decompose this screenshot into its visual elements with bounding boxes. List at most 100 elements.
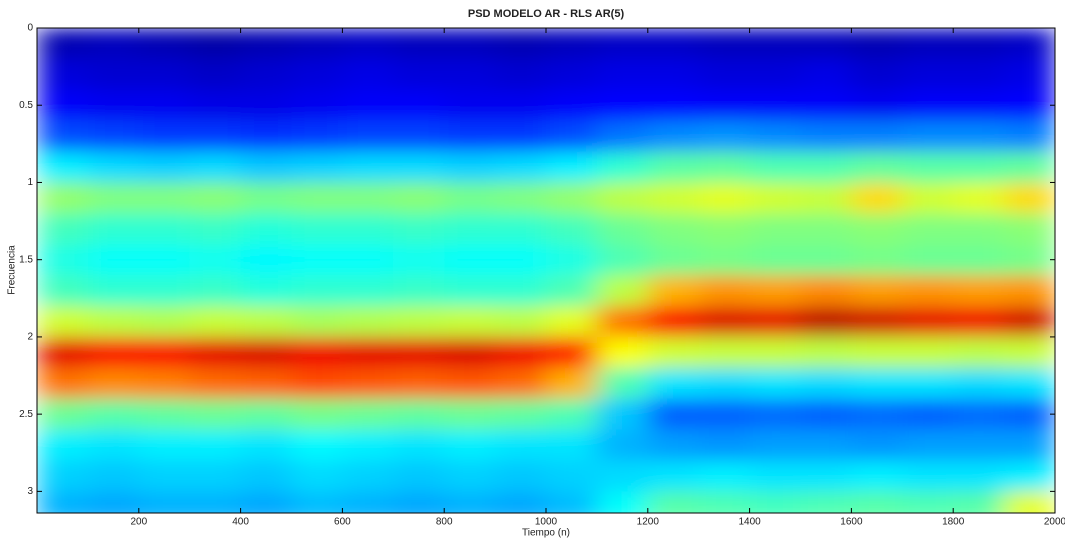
heatmap-cell xyxy=(698,58,751,91)
heatmap-cell xyxy=(546,28,598,60)
heatmap-cell xyxy=(902,151,954,183)
heatmap-cell xyxy=(189,306,242,338)
heatmap-cell xyxy=(1004,336,1055,369)
heatmap-cell xyxy=(87,336,140,369)
heatmap-cell xyxy=(87,491,140,513)
heatmap-cell xyxy=(800,398,852,431)
heatmap-cell xyxy=(698,429,751,461)
heatmap-cell xyxy=(1004,89,1055,122)
heatmap-cell xyxy=(189,460,242,492)
heatmap-cell xyxy=(800,491,852,513)
heatmap-cell xyxy=(546,367,598,400)
heatmap-cell xyxy=(87,89,140,122)
heatmap-cell xyxy=(596,429,649,461)
heatmap-cell xyxy=(138,398,191,431)
heatmap-cell xyxy=(800,151,852,183)
heatmap-cell xyxy=(902,336,954,369)
heatmap-cell xyxy=(495,429,547,461)
heatmap-cell xyxy=(851,151,903,183)
heatmap-cell xyxy=(698,336,751,369)
heatmap-cell xyxy=(596,460,649,492)
heatmap-cell xyxy=(749,491,801,513)
heatmap-cell xyxy=(393,244,445,276)
heatmap-cell xyxy=(1004,182,1055,214)
heatmap-cell xyxy=(647,398,700,431)
heatmap-cell xyxy=(138,244,191,276)
heatmap-cell xyxy=(138,275,191,307)
heatmap-cell xyxy=(189,89,242,122)
heatmap-cell xyxy=(800,58,852,91)
heatmap-cell xyxy=(189,275,242,307)
heatmap-cell xyxy=(291,120,343,153)
heatmap-cell xyxy=(546,275,598,307)
heatmap-cell xyxy=(698,151,751,183)
heatmap-cell xyxy=(189,398,242,431)
heatmap-cell xyxy=(851,28,903,60)
heatmap-cell xyxy=(87,58,140,91)
heatmap-cell xyxy=(1004,398,1055,431)
heatmap-cell xyxy=(342,275,394,307)
heatmap-cell xyxy=(800,336,852,369)
heatmap-cell xyxy=(240,429,292,461)
heatmap-cell xyxy=(37,244,89,276)
heatmap-cell xyxy=(444,28,496,60)
heatmap-cell xyxy=(495,460,547,492)
heatmap-cell xyxy=(138,306,191,338)
heatmap-cell xyxy=(189,120,242,153)
heatmap-cell xyxy=(851,491,903,513)
heatmap-cell xyxy=(37,89,89,122)
heatmap-cell xyxy=(444,244,496,276)
heatmap-cell xyxy=(647,182,700,214)
heatmap-cell xyxy=(240,306,292,338)
heatmap-cell xyxy=(444,491,496,513)
heatmap-cell xyxy=(87,244,140,276)
heatmap-cell xyxy=(902,460,954,492)
heatmap-cell xyxy=(37,28,89,60)
x-tick-label: 1600 xyxy=(840,517,863,528)
heatmap-cell xyxy=(647,58,700,91)
heatmap-cell xyxy=(647,244,700,276)
heatmap-cell xyxy=(138,89,191,122)
x-tick-label: 1000 xyxy=(535,517,558,528)
heatmap-cell xyxy=(87,275,140,307)
heatmap-cell xyxy=(596,244,649,276)
heatmap-cell xyxy=(749,151,801,183)
heatmap-cell xyxy=(953,244,1005,276)
heatmap-cell xyxy=(749,275,801,307)
heatmap-cell xyxy=(393,306,445,338)
heatmap-cell xyxy=(291,151,343,183)
heatmap-cell xyxy=(749,244,801,276)
heatmap-cell xyxy=(851,367,903,400)
heatmap-cell xyxy=(87,306,140,338)
heatmap-cell xyxy=(953,306,1005,338)
heatmap-cell xyxy=(495,306,547,338)
heatmap-cell xyxy=(1004,28,1055,60)
heatmap-cell xyxy=(851,306,903,338)
heatmap-cell xyxy=(495,244,547,276)
heatmap-cell xyxy=(1004,213,1055,245)
heatmap-cell xyxy=(240,367,292,400)
heatmap-cell xyxy=(698,244,751,276)
heatmap-cell xyxy=(596,89,649,122)
heatmap-cell xyxy=(291,306,343,338)
heatmap-cell xyxy=(342,89,394,122)
heatmap-cell xyxy=(342,398,394,431)
heatmap-cell xyxy=(851,460,903,492)
heatmap-cell xyxy=(851,182,903,214)
heatmap-cell xyxy=(596,213,649,245)
heatmap-cell xyxy=(291,213,343,245)
heatmap-cell xyxy=(37,58,89,91)
heatmap-cell xyxy=(393,89,445,122)
heatmap-cell xyxy=(749,89,801,122)
heatmap-cell xyxy=(495,213,547,245)
heatmap-cell xyxy=(37,491,89,513)
heatmap-cell xyxy=(953,28,1005,60)
heatmap-cell xyxy=(647,306,700,338)
y-tick-label: 1 xyxy=(27,177,33,188)
heatmap-cell xyxy=(953,460,1005,492)
heatmap-cell xyxy=(902,89,954,122)
heatmap-cell xyxy=(240,244,292,276)
heatmap-cell xyxy=(291,367,343,400)
